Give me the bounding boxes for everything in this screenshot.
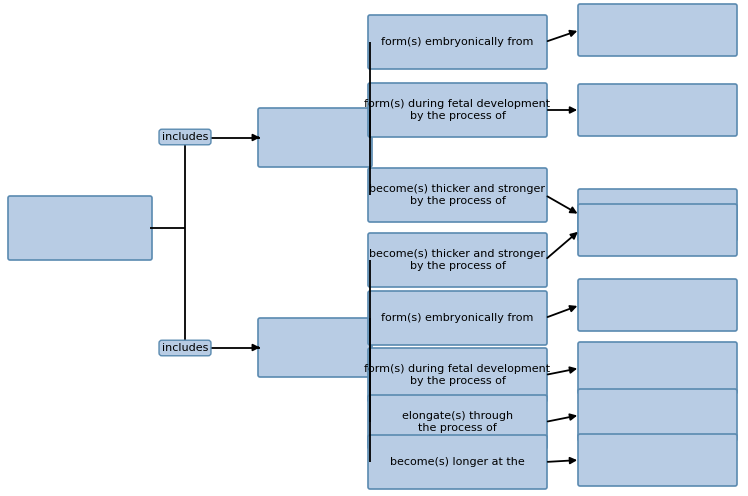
FancyBboxPatch shape: [578, 279, 737, 331]
FancyBboxPatch shape: [578, 204, 737, 256]
Text: includes: includes: [162, 343, 208, 353]
Text: form(s) embryonically from: form(s) embryonically from: [381, 313, 533, 323]
FancyBboxPatch shape: [368, 233, 547, 287]
FancyBboxPatch shape: [578, 4, 737, 56]
FancyBboxPatch shape: [368, 435, 547, 489]
FancyBboxPatch shape: [578, 389, 737, 441]
Text: includes: includes: [162, 132, 208, 142]
Text: form(s) during fetal development
by the process of: form(s) during fetal development by the …: [364, 364, 551, 386]
FancyBboxPatch shape: [368, 83, 547, 137]
FancyBboxPatch shape: [578, 84, 737, 136]
Text: become(s) thicker and stronger
by the process of: become(s) thicker and stronger by the pr…: [370, 249, 545, 271]
FancyBboxPatch shape: [368, 395, 547, 449]
FancyBboxPatch shape: [368, 291, 547, 345]
FancyBboxPatch shape: [368, 348, 547, 402]
FancyBboxPatch shape: [8, 196, 152, 260]
FancyBboxPatch shape: [578, 434, 737, 486]
FancyBboxPatch shape: [258, 108, 372, 167]
FancyBboxPatch shape: [368, 15, 547, 69]
Text: elongate(s) through
the process of: elongate(s) through the process of: [402, 411, 513, 433]
FancyBboxPatch shape: [578, 342, 737, 394]
FancyBboxPatch shape: [368, 168, 547, 222]
Text: become(s) thicker and stronger
by the process of: become(s) thicker and stronger by the pr…: [370, 184, 545, 206]
FancyBboxPatch shape: [258, 318, 372, 377]
Text: become(s) longer at the: become(s) longer at the: [390, 457, 525, 467]
FancyBboxPatch shape: [578, 189, 737, 241]
Text: form(s) embryonically from: form(s) embryonically from: [381, 37, 533, 47]
Text: form(s) during fetal development
by the process of: form(s) during fetal development by the …: [364, 99, 551, 121]
